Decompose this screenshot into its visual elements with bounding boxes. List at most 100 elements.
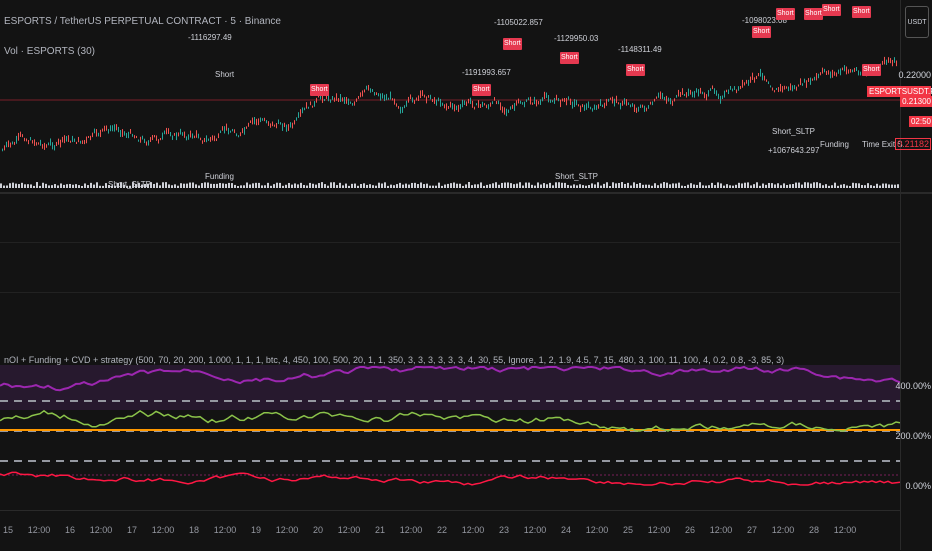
candle xyxy=(262,118,263,121)
candle xyxy=(338,98,339,102)
candle xyxy=(100,129,101,138)
volume-bar xyxy=(84,183,86,188)
candle xyxy=(860,71,861,76)
candle xyxy=(650,101,651,105)
volume-bar xyxy=(114,185,116,188)
volume-bar xyxy=(798,182,800,188)
candle xyxy=(98,132,99,137)
candle xyxy=(858,70,859,76)
volume-bar xyxy=(156,182,158,188)
time-tick-label: 19 xyxy=(250,525,262,535)
candle xyxy=(328,94,329,102)
candle xyxy=(780,83,781,92)
volume-bar xyxy=(459,183,461,188)
candle xyxy=(696,88,697,93)
volume-bar xyxy=(126,185,128,188)
volume-bar xyxy=(708,185,710,188)
volume-bar xyxy=(300,182,302,188)
candle xyxy=(480,104,481,108)
candle xyxy=(70,140,71,143)
volume-bar xyxy=(873,185,875,188)
pane-separator[interactable] xyxy=(0,192,932,194)
candle xyxy=(794,85,795,90)
candle xyxy=(234,129,235,134)
volume-bar xyxy=(219,182,221,188)
candle xyxy=(722,95,723,100)
volume-bar xyxy=(285,184,287,188)
price-scale[interactable]: USDT 0.22000 ESPORTSUSDT.P 0.21300 02:50… xyxy=(867,0,932,550)
volume-bar xyxy=(465,184,467,188)
candle xyxy=(14,141,15,145)
candle xyxy=(632,103,633,107)
candle xyxy=(856,67,857,71)
volume-bar xyxy=(192,182,194,188)
volume-bar xyxy=(663,182,665,188)
volume-bar xyxy=(642,184,644,188)
candle xyxy=(450,101,451,108)
candle xyxy=(400,106,401,114)
indicator-chart[interactable] xyxy=(0,345,900,503)
candle xyxy=(190,130,191,138)
volume-bar xyxy=(618,182,620,188)
candle xyxy=(622,100,623,106)
candle xyxy=(894,57,895,63)
volume-bar xyxy=(792,183,794,188)
time-axis[interactable]: 15 12:00 16 12:00 17 12:00 18 12:00 19 12:00 20 12:… xyxy=(0,510,900,551)
candle xyxy=(440,98,441,107)
volume-bar xyxy=(609,185,611,188)
candle xyxy=(640,104,641,109)
candle xyxy=(198,133,199,139)
candle xyxy=(34,139,35,146)
candle xyxy=(192,133,193,139)
price-chart[interactable] xyxy=(0,0,900,192)
candle xyxy=(130,129,131,134)
volume-bar xyxy=(660,183,662,188)
candle xyxy=(20,131,21,137)
candle xyxy=(664,96,665,101)
candle xyxy=(282,123,283,131)
candle xyxy=(554,97,555,104)
candle xyxy=(470,97,471,105)
volume-bar xyxy=(177,185,179,188)
volume-bar xyxy=(762,183,764,188)
candle xyxy=(36,142,37,146)
volume-bar xyxy=(588,185,590,188)
candle xyxy=(582,104,583,108)
candle xyxy=(712,85,713,90)
currency-button[interactable]: USDT xyxy=(905,6,929,38)
short-tag: Short xyxy=(752,26,771,38)
volume-bar xyxy=(366,184,368,188)
annotation-value: Short_SLTP xyxy=(108,180,151,189)
annotation-value: -1148311.49 xyxy=(618,45,662,54)
volume-bar xyxy=(582,185,584,188)
candle xyxy=(670,98,671,105)
candle xyxy=(786,86,787,89)
volume-bar xyxy=(429,185,431,188)
candle xyxy=(136,135,137,139)
short-tag: Short xyxy=(503,38,522,50)
volume-bar xyxy=(186,183,188,188)
candle xyxy=(598,104,599,109)
candle xyxy=(580,105,581,113)
short-tag: Short xyxy=(862,64,881,76)
candle xyxy=(124,131,125,136)
candle xyxy=(688,88,689,97)
candle xyxy=(154,135,155,138)
volume-bar xyxy=(240,185,242,188)
candle xyxy=(146,141,147,146)
candle xyxy=(316,97,317,103)
volume-bar xyxy=(603,183,605,188)
time-tick-label: 12:00 xyxy=(833,525,857,535)
volume-bar xyxy=(246,182,248,188)
candles-group xyxy=(2,56,897,152)
volume-bar xyxy=(54,184,56,188)
candle xyxy=(164,130,165,135)
volume-bar xyxy=(777,183,779,188)
candle xyxy=(680,91,681,98)
candle xyxy=(618,102,619,105)
candle xyxy=(818,73,819,79)
candle xyxy=(410,94,411,100)
cvd-line xyxy=(0,409,900,432)
candle xyxy=(772,87,773,91)
candle xyxy=(80,140,81,144)
